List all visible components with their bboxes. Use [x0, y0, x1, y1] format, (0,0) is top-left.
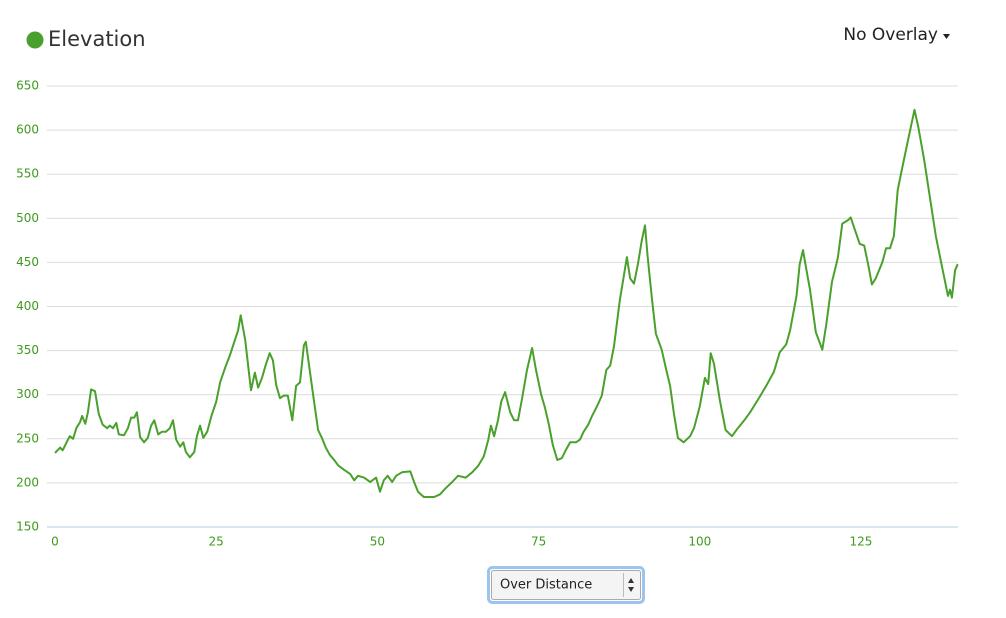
x-tick-label: 50 [370, 535, 385, 549]
overlay-menu[interactable]: No Overlay [843, 25, 950, 45]
y-tick-label: 400 [16, 299, 39, 313]
y-tick-label: 550 [16, 167, 39, 181]
x-tick-label: 100 [688, 535, 711, 549]
y-tick-label: 250 [16, 431, 39, 445]
x-tick-label: 75 [531, 535, 546, 549]
select-focus-ring [487, 566, 645, 604]
plot-area: 150 200 250 300 350 400 450 500 550 600 650 0 25 50 75… [16, 79, 959, 549]
select-box[interactable] [491, 570, 641, 600]
mode-select[interactable]: Over Distance [487, 566, 645, 604]
legend-label: Elevation [48, 27, 146, 51]
dropdown-arrow [943, 34, 950, 39]
select-arrows [628, 578, 634, 592]
legend-swatch [26, 31, 44, 49]
x-tick-label: 25 [209, 535, 224, 549]
y-tick-label: 200 [16, 475, 39, 489]
y-tick-label: 150 [16, 520, 39, 534]
y-tick-label: 650 [16, 79, 39, 93]
y-tick-label: 350 [16, 343, 39, 357]
overlay-menu-label[interactable]: No Overlay [843, 25, 938, 45]
elevation-line [54, 108, 959, 498]
y-tick-label: 450 [16, 255, 39, 269]
y-tick-label: 500 [16, 211, 39, 225]
select-label[interactable]: Over Distance [500, 578, 592, 593]
x-tick-label: 125 [850, 535, 873, 549]
y-tick-label: 300 [16, 387, 39, 401]
y-tick-label: 600 [16, 123, 39, 137]
x-tick-label: 0 [51, 535, 59, 549]
